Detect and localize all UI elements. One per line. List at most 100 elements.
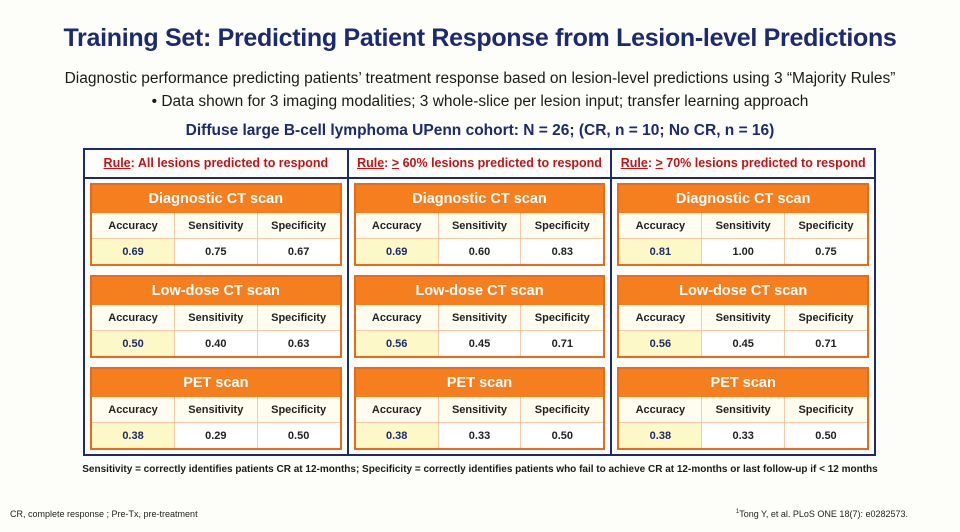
value-specificity: 0.50: [520, 422, 604, 448]
modality-card: PET scan Accuracy Sensitivity Specificit…: [353, 367, 606, 450]
modality-title: Diagnostic CT scan: [92, 185, 340, 213]
modality-title: Diagnostic CT scan: [355, 185, 604, 213]
metric-definitions: Sensitivity = correctly identifies patie…: [82, 464, 878, 475]
metrics-value-row: 0.38 0.29 0.50: [92, 422, 340, 448]
modality-title: PET scan: [92, 369, 340, 397]
rule-separator: :: [384, 156, 392, 170]
header-sensitivity: Sensitivity: [174, 213, 258, 239]
metrics-table: Accuracy Sensitivity Specificity 0.69 0.…: [92, 213, 340, 264]
metrics-value-row: 0.56 0.45 0.71: [355, 330, 604, 356]
value-accuracy: 0.38: [355, 422, 439, 448]
metrics-header-row: Accuracy Sensitivity Specificity: [619, 397, 868, 423]
value-sensitivity: 0.33: [438, 422, 522, 448]
header-accuracy: Accuracy: [92, 397, 176, 423]
value-accuracy: 0.69: [92, 238, 176, 264]
value-specificity: 0.83: [520, 238, 604, 264]
rule-column: Rule: All lesions predicted to respond D…: [85, 150, 349, 454]
metrics-table: Accuracy Sensitivity Specificity 0.38 0.…: [619, 397, 868, 448]
metrics-header-row: Accuracy Sensitivity Specificity: [355, 213, 604, 239]
rule-column: Rule: > 60% lesions predicted to respond…: [348, 150, 613, 454]
header-accuracy: Accuracy: [619, 397, 703, 423]
header-specificity: Specificity: [257, 305, 340, 331]
modality-card: Diagnostic CT scan Accuracy Sensitivity …: [353, 183, 606, 266]
citation-text: Tong Y, et al. PLoS ONE 18(7): e0282573.: [739, 509, 908, 519]
modality-title: PET scan: [355, 369, 604, 397]
slide-title: Training Set: Predicting Patient Respons…: [63, 24, 897, 52]
rule-separator: :: [130, 156, 138, 170]
citation-footnote: 1Tong Y, et al. PLoS ONE 18(7): e0282573…: [736, 509, 908, 519]
rule-column: Rule: > 70% lesions predicted to respond…: [612, 150, 875, 454]
header-specificity: Specificity: [257, 397, 340, 423]
slide-bullet: • Data shown for 3 imaging modalities; 3…: [151, 93, 809, 110]
header-accuracy: Accuracy: [355, 397, 439, 423]
value-specificity: 0.75: [784, 238, 868, 264]
modality-card: PET scan Accuracy Sensitivity Specificit…: [90, 367, 342, 450]
value-sensitivity: 0.45: [701, 330, 785, 356]
metrics-header-row: Accuracy Sensitivity Specificity: [355, 397, 604, 423]
value-sensitivity: 0.29: [174, 422, 258, 448]
header-sensitivity: Sensitivity: [174, 397, 258, 423]
metrics-value-row: 0.38 0.33 0.50: [355, 422, 604, 448]
header-accuracy: Accuracy: [355, 213, 439, 239]
header-specificity: Specificity: [520, 397, 604, 423]
value-accuracy: 0.38: [92, 422, 176, 448]
value-specificity: 0.50: [784, 422, 868, 448]
modality-title: Low-dose CT scan: [92, 277, 340, 305]
metrics-header-row: Accuracy Sensitivity Specificity: [92, 305, 340, 331]
header-specificity: Specificity: [784, 397, 868, 423]
metrics-value-row: 0.50 0.40 0.63: [92, 330, 340, 356]
value-specificity: 0.63: [257, 330, 340, 356]
metrics-table: Accuracy Sensitivity Specificity 0.81 1.…: [619, 213, 868, 264]
header-specificity: Specificity: [520, 305, 604, 331]
value-specificity: 0.71: [520, 330, 604, 356]
value-accuracy: 0.81: [619, 238, 703, 264]
header-accuracy: Accuracy: [619, 305, 703, 331]
rule-ge-symbol: >: [655, 156, 663, 170]
metrics-table: Accuracy Sensitivity Specificity 0.38 0.…: [355, 397, 604, 448]
value-accuracy: 0.38: [619, 422, 703, 448]
value-accuracy: 0.56: [619, 330, 703, 356]
header-accuracy: Accuracy: [619, 213, 703, 239]
metrics-table: Accuracy Sensitivity Specificity 0.56 0.…: [619, 305, 868, 356]
metrics-value-row: 0.38 0.33 0.50: [619, 422, 868, 448]
header-sensitivity: Sensitivity: [438, 397, 522, 423]
modality-card: Diagnostic CT scan Accuracy Sensitivity …: [90, 183, 342, 266]
header-sensitivity: Sensitivity: [438, 305, 522, 331]
modality-card: Low-dose CT scan Accuracy Sensitivity Sp…: [353, 275, 606, 358]
value-accuracy: 0.56: [355, 330, 439, 356]
rule-text: 60% lesions predicted to respond: [399, 156, 602, 170]
header-specificity: Specificity: [784, 213, 868, 239]
rule-header: Rule: > 60% lesions predicted to respond: [348, 150, 611, 179]
metrics-header-row: Accuracy Sensitivity Specificity: [355, 305, 604, 331]
modality-card: Low-dose CT scan Accuracy Sensitivity Sp…: [617, 275, 870, 358]
modality-card: PET scan Accuracy Sensitivity Specificit…: [617, 367, 870, 450]
header-sensitivity: Sensitivity: [701, 213, 785, 239]
header-sensitivity: Sensitivity: [174, 305, 258, 331]
value-sensitivity: 1.00: [701, 238, 785, 264]
value-accuracy: 0.69: [355, 238, 439, 264]
modality-title: Low-dose CT scan: [355, 277, 604, 305]
metrics-table: Accuracy Sensitivity Specificity 0.56 0.…: [355, 305, 604, 356]
value-specificity: 0.71: [784, 330, 868, 356]
metrics-table: Accuracy Sensitivity Specificity 0.50 0.…: [92, 305, 340, 356]
header-sensitivity: Sensitivity: [438, 213, 522, 239]
modality-card: Low-dose CT scan Accuracy Sensitivity Sp…: [90, 275, 342, 358]
results-grid: Rule: All lesions predicted to respond D…: [83, 148, 876, 456]
rule-header: Rule: > 70% lesions predicted to respond: [612, 150, 875, 179]
metrics-header-row: Accuracy Sensitivity Specificity: [92, 213, 340, 239]
value-sensitivity: 0.33: [701, 422, 785, 448]
slide-subtitle: Diagnostic performance predicting patien…: [64, 70, 896, 87]
abbreviations-footnote: CR, complete response ; Pre-Tx, pre-trea…: [10, 509, 198, 519]
value-specificity: 0.50: [257, 422, 340, 448]
value-specificity: 0.67: [257, 238, 340, 264]
modality-card: Diagnostic CT scan Accuracy Sensitivity …: [617, 183, 870, 266]
header-specificity: Specificity: [784, 305, 868, 331]
header-accuracy: Accuracy: [92, 305, 176, 331]
modality-title: PET scan: [619, 369, 868, 397]
rule-text: 70% lesions predicted to respond: [662, 156, 866, 170]
metrics-header-row: Accuracy Sensitivity Specificity: [619, 213, 868, 239]
rule-label: Rule: [103, 156, 131, 170]
metrics-header-row: Accuracy Sensitivity Specificity: [619, 305, 868, 331]
value-sensitivity: 0.45: [438, 330, 522, 356]
header-specificity: Specificity: [257, 213, 340, 239]
